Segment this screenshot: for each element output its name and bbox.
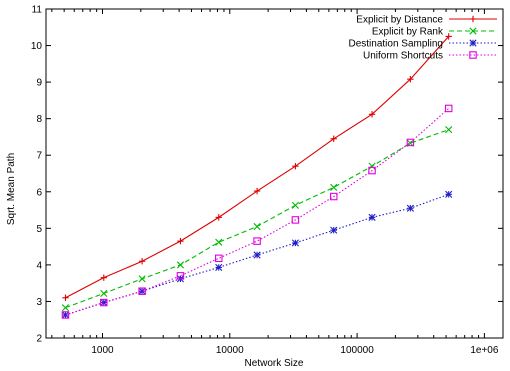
x-axis: 1000 10000 100000 1e+06 <box>51 9 499 356</box>
y-axis-title: Sqrt. Mean Path <box>6 153 17 225</box>
data-point <box>445 33 452 40</box>
plot-frame <box>45 8 504 339</box>
y-tick-label: 5 <box>36 224 42 235</box>
data-point <box>61 311 70 319</box>
y-tick-label: 9 <box>36 78 42 89</box>
x-axis-title: Network Size <box>245 358 304 369</box>
data-point <box>368 166 376 175</box>
legend-swatch-marker <box>469 15 477 23</box>
data-point <box>138 258 146 265</box>
data-point <box>215 254 223 263</box>
series-explicit-by-rank <box>61 126 453 312</box>
y-axis: 2 3 4 5 6 7 8 9 10 11 <box>31 5 503 345</box>
data-point <box>330 135 337 142</box>
data-point <box>176 261 185 269</box>
series-line <box>65 108 450 316</box>
data-point <box>62 294 69 301</box>
y-tick-label: 2 <box>36 334 42 345</box>
legend-swatch-marker <box>469 27 477 35</box>
data-point <box>253 251 261 259</box>
legend-item: Explicit by Distance <box>356 15 497 26</box>
series-explicit-by-distance <box>62 33 452 301</box>
data-point <box>253 187 261 195</box>
data-point <box>61 304 70 312</box>
series-line <box>65 36 450 299</box>
y-tick-label: 8 <box>36 114 42 125</box>
data-point <box>291 201 299 209</box>
legend-swatch-marker <box>469 51 477 59</box>
data-point <box>444 104 453 113</box>
y-tick-label: 6 <box>36 187 42 198</box>
data-point <box>100 289 108 297</box>
data-point <box>215 238 223 246</box>
data-point <box>291 216 300 224</box>
data-point <box>177 237 184 245</box>
legend-item: Explicit by Rank <box>372 27 497 38</box>
data-point <box>253 222 261 231</box>
x-tick-label: 10000 <box>216 345 244 356</box>
data-point <box>100 298 108 307</box>
series-layer <box>61 33 453 319</box>
data-point <box>368 111 376 118</box>
data-point <box>253 237 261 245</box>
legend-label: Explicit by Rank <box>372 27 444 38</box>
y-tick-label: 11 <box>32 5 43 16</box>
legend-label: Explicit by Distance <box>356 15 443 26</box>
data-point <box>368 213 376 221</box>
data-point <box>330 226 338 234</box>
data-point <box>292 162 299 170</box>
legend-item: Destination Sampling <box>349 39 497 50</box>
data-point <box>330 183 338 191</box>
data-point <box>138 275 146 283</box>
x-tick-label: 1e+06 <box>470 345 499 356</box>
data-point <box>138 287 146 295</box>
data-point <box>445 126 453 134</box>
legend-item: Uniform Shortcuts <box>363 51 497 62</box>
data-point <box>406 138 415 147</box>
data-point <box>291 239 299 247</box>
x-tick-label: 1000 <box>91 345 114 356</box>
y-tick-label: 7 <box>36 151 42 162</box>
y-tick-label: 4 <box>36 260 42 271</box>
legend-label: Uniform Shortcuts <box>363 51 443 62</box>
data-point <box>406 204 414 212</box>
series-uniform-shortcuts <box>61 104 453 319</box>
data-point <box>176 272 185 280</box>
data-point <box>407 75 414 83</box>
series-destination-sampling <box>61 190 453 319</box>
y-tick-label: 3 <box>36 297 42 308</box>
legend-label: Destination Sampling <box>349 39 444 50</box>
legend-swatch-marker <box>469 39 477 47</box>
data-point <box>100 298 108 307</box>
data-point <box>368 162 376 170</box>
plot-border <box>45 8 504 339</box>
y-tick-label: 10 <box>31 41 43 52</box>
data-point <box>138 287 146 295</box>
data-point <box>100 274 107 281</box>
data-point <box>215 263 223 272</box>
data-point <box>329 192 338 201</box>
data-point <box>215 214 222 221</box>
x-tick-label: 100000 <box>340 345 374 356</box>
data-point <box>445 190 453 198</box>
